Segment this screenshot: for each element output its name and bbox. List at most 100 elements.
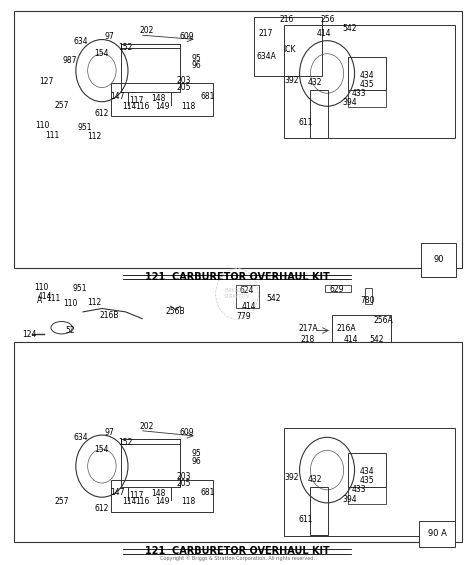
Text: 634: 634 (73, 433, 88, 442)
Text: 203: 203 (177, 76, 191, 85)
Text: 110: 110 (36, 121, 50, 130)
Text: ICK: ICK (283, 45, 295, 54)
Bar (111, 480, 213, 512)
Text: 217: 217 (258, 29, 273, 38)
Text: 111: 111 (46, 294, 61, 303)
Text: 435: 435 (360, 80, 374, 89)
Bar (236, 285, 259, 308)
Text: A: A (36, 296, 42, 305)
Bar (365, 288, 372, 304)
Text: 203: 203 (177, 472, 191, 481)
Text: 542: 542 (343, 24, 357, 33)
Text: 205: 205 (177, 83, 191, 92)
Text: 52: 52 (65, 326, 75, 335)
Text: 634: 634 (73, 37, 88, 46)
Bar (121, 439, 180, 487)
Bar (121, 44, 180, 92)
Text: 216A: 216A (336, 324, 356, 333)
Text: 780: 780 (360, 296, 374, 305)
Text: 96: 96 (192, 61, 201, 70)
Text: 112: 112 (88, 298, 102, 307)
Text: 90: 90 (433, 255, 444, 264)
Text: 414: 414 (38, 292, 52, 301)
Text: 257: 257 (55, 101, 69, 110)
Bar (332, 315, 391, 342)
Text: 414: 414 (344, 334, 358, 344)
Text: 147: 147 (110, 92, 125, 101)
Bar (310, 487, 328, 535)
Text: 629: 629 (329, 285, 344, 294)
Text: 121  CARBURETOR OVERHAUL KIT: 121 CARBURETOR OVERHAUL KIT (145, 272, 329, 282)
Text: BRIGGS &
STRATTON: BRIGGS & STRATTON (224, 288, 250, 299)
Text: 542: 542 (267, 294, 281, 303)
Text: 612: 612 (94, 504, 109, 513)
Text: 97: 97 (104, 428, 114, 437)
Text: 392: 392 (284, 473, 299, 482)
Text: 118: 118 (182, 102, 196, 111)
Text: 432: 432 (308, 78, 322, 87)
Text: 217A: 217A (298, 324, 318, 333)
Bar (284, 25, 455, 138)
Text: 256B: 256B (165, 307, 185, 316)
Text: 434: 434 (360, 71, 374, 80)
Text: 127: 127 (39, 77, 54, 86)
Text: 95: 95 (192, 54, 201, 63)
Text: 256A: 256A (373, 316, 393, 325)
Text: 202: 202 (140, 26, 154, 35)
Text: 392: 392 (284, 76, 299, 85)
Bar (111, 83, 213, 116)
Text: 121  CARBURETOR OVERHAUL KIT: 121 CARBURETOR OVERHAUL KIT (145, 546, 329, 557)
Bar (325, 285, 351, 292)
Text: 117: 117 (129, 95, 144, 105)
Text: 124: 124 (22, 330, 36, 339)
Text: 634A: 634A (257, 52, 277, 61)
Text: 114: 114 (122, 102, 136, 111)
Text: 612: 612 (94, 108, 109, 118)
Text: 112: 112 (88, 132, 102, 141)
Text: 152: 152 (118, 438, 133, 447)
Text: 149: 149 (155, 497, 169, 506)
Text: 116: 116 (135, 497, 149, 506)
Text: 256: 256 (321, 15, 335, 24)
Text: 414: 414 (317, 29, 331, 38)
Text: 216B: 216B (99, 311, 119, 320)
Text: 205: 205 (177, 479, 191, 488)
Text: 110: 110 (35, 282, 49, 292)
Text: 110: 110 (63, 299, 77, 308)
Text: 681: 681 (201, 92, 215, 101)
Bar (348, 487, 386, 504)
Text: 96: 96 (192, 457, 201, 466)
Text: 154: 154 (95, 49, 109, 58)
Bar (310, 90, 328, 138)
Text: 216: 216 (280, 15, 294, 24)
Text: 154: 154 (95, 445, 109, 454)
Text: 149: 149 (155, 102, 169, 111)
Text: 433: 433 (352, 485, 366, 494)
Text: 542: 542 (370, 334, 384, 344)
Text: 987: 987 (63, 56, 77, 65)
Text: Copyright © Briggs & Stratton Corporation. All rights reserved.: Copyright © Briggs & Stratton Corporatio… (160, 555, 314, 561)
Bar (348, 90, 386, 107)
Bar (284, 428, 455, 536)
Text: 779: 779 (237, 312, 251, 321)
Text: 116: 116 (135, 102, 149, 111)
Text: 118: 118 (182, 497, 196, 506)
Text: 951: 951 (73, 284, 87, 293)
Text: 111: 111 (45, 131, 59, 140)
Text: 114: 114 (122, 497, 136, 506)
Bar (348, 453, 386, 487)
Text: 435: 435 (360, 476, 374, 485)
Text: 95: 95 (192, 449, 201, 458)
Bar (14, 342, 462, 542)
Text: 394: 394 (343, 495, 357, 504)
Text: 624: 624 (239, 286, 254, 295)
Text: 148: 148 (152, 94, 166, 103)
Text: 611: 611 (299, 118, 313, 127)
Text: 152: 152 (118, 43, 133, 52)
Text: 414: 414 (242, 302, 256, 311)
Bar (348, 56, 386, 90)
Text: 611: 611 (299, 515, 313, 524)
Text: 97: 97 (104, 32, 114, 41)
Text: 148: 148 (152, 489, 166, 498)
Bar (14, 11, 462, 268)
